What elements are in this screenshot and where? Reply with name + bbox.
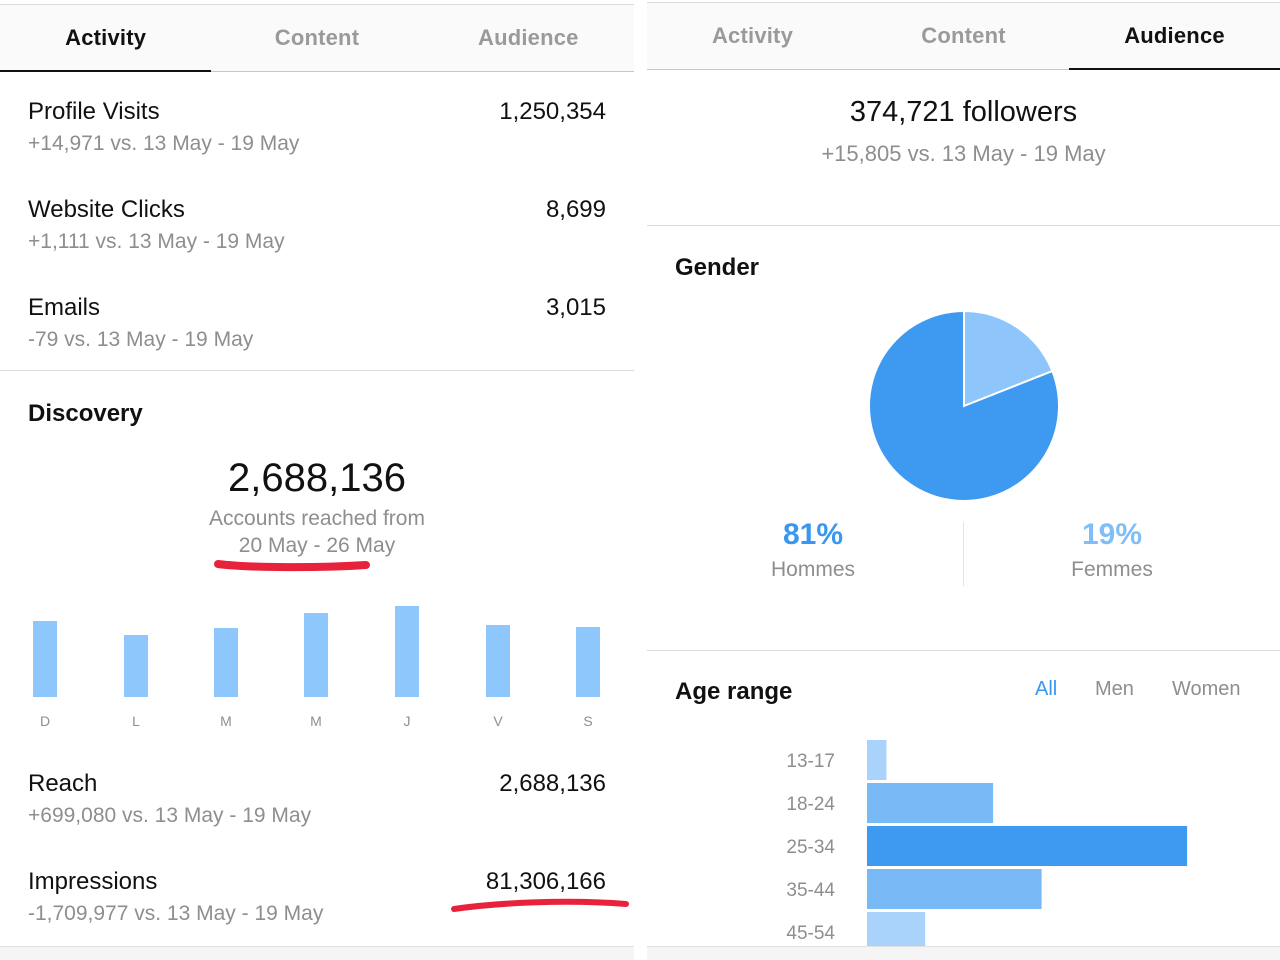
metric-impressions: Impressions 81,306,166 -1,709,977 vs. 13… [28,868,606,926]
gender-pie-chart [868,309,1060,502]
accounts-reached-caption: Accounts reached from [209,507,425,530]
women-percent: 19% [1081,518,1143,551]
bar-1 [124,635,148,697]
section-divider [647,225,1280,226]
metric-label: Emails [28,294,101,321]
metric-label: Website Clicks [28,196,185,223]
age-bar-3 [867,869,1042,909]
bar-4 [395,606,419,697]
tab-activity[interactable]: Activity [711,23,794,48]
bottom-edge [0,946,634,960]
age-bar-1 [867,783,994,823]
women-label: Femmes [1071,558,1153,581]
audience-panel: Activity Content Audience 374,721 follow… [647,0,1280,960]
followers-delta: +15,805 vs. 13 May - 19 May [821,141,1106,166]
age-filter-men[interactable]: Men [1095,678,1134,700]
age-range-bar-chart: 13-17 18-24 25-34 35-44 45-54 [786,740,1188,952]
age-filter-women[interactable]: Women [1172,678,1241,700]
metric-value: 8,699 [545,196,606,223]
age-label-0: 13-17 [786,751,835,772]
bar-label-2: M [220,713,232,729]
metric-reach: Reach 2,688,136 +699,080 vs. 13 May - 19… [28,770,606,828]
bar-label-5: V [493,713,503,729]
bottom-edge [647,946,1280,960]
metric-profile-visits: Profile Visits 1,250,354 +14,971 vs. 13 … [28,98,606,156]
age-label-3: 35-44 [786,880,835,901]
tab-activity[interactable]: Activity [0,5,212,72]
metric-value: 1,250,354 [499,98,606,125]
metric-value: 81,306,166 [485,868,606,895]
panel-gutter [634,0,647,960]
red-underline-mark [214,560,370,572]
followers-count: 374,721 followers [849,96,1078,128]
bar-label-6: S [583,713,592,729]
tab-content[interactable]: Content [921,23,1006,48]
metric-delta: +14,971 vs. 13 May - 19 May [28,132,300,155]
age-range-title: Age range [675,678,793,705]
metric-value: 3,015 [545,294,606,321]
gender-title: Gender [675,254,760,281]
metric-delta: -79 vs. 13 May - 19 May [28,328,254,351]
activity-panel: Activity Content Audience Profile Visits… [0,0,634,960]
accounts-reached-block: 2,688,136 Accounts reached from 20 May -… [0,456,634,559]
metric-emails: Emails 3,015 -79 vs. 13 May - 19 May [28,294,606,352]
bar-6 [576,627,600,697]
right-tab-bar: Activity Content Audience [647,2,1280,70]
bar-0 [33,621,57,697]
tab-audience[interactable]: Audience [478,25,579,50]
age-bar-4 [867,912,926,952]
bar-label-1: L [132,713,140,729]
age-label-2: 25-34 [786,837,835,858]
gender-men-stat: 81% Hommes [688,518,938,582]
bar-2 [214,628,238,697]
tab-audience[interactable]: Audience [1069,3,1280,70]
age-label-4: 45-54 [786,923,835,944]
metric-delta: +1,111 vs. 13 May - 19 May [28,230,285,253]
bar-label-4: J [404,713,411,729]
gender-separator [963,522,964,586]
age-bar-0 [867,740,887,780]
metric-label: Profile Visits [28,98,160,125]
gender-women-stat: 19% Femmes [987,518,1237,582]
age-label-1: 18-24 [786,794,835,815]
metric-delta: +699,080 vs. 13 May - 19 May [28,804,312,827]
men-percent: 81% [782,518,844,551]
metric-value: 2,688,136 [499,770,606,797]
section-divider [647,650,1280,651]
pie-slice-hommes [868,309,1060,502]
men-label: Hommes [770,558,855,581]
bar-label-0: D [40,713,50,729]
date-range: 20 May - 26 May [238,534,396,557]
bar-label-3: M [310,713,322,729]
pie-slice-femmes [963,309,1054,408]
section-divider [0,370,634,371]
tab-content[interactable]: Content [274,25,360,50]
metric-label: Reach [28,770,98,797]
age-bar-2 [867,826,1188,866]
followers-block: 374,721 followers +15,805 vs. 13 May - 1… [647,96,1280,167]
metric-website-clicks: Website Clicks 8,699 +1,111 vs. 13 May -… [28,196,606,254]
red-underline-mark [451,898,629,912]
accounts-reached-number: 2,688,136 [228,456,406,500]
metric-label: Impressions [28,868,158,895]
discovery-title: Discovery [28,400,143,427]
left-tab-bar: Activity Content Audience [0,4,634,72]
bar-5 [486,625,510,697]
age-filter-all[interactable]: All [1035,678,1058,700]
metric-delta: -1,709,977 vs. 13 May - 19 May [28,902,324,925]
bar-3 [304,613,328,697]
